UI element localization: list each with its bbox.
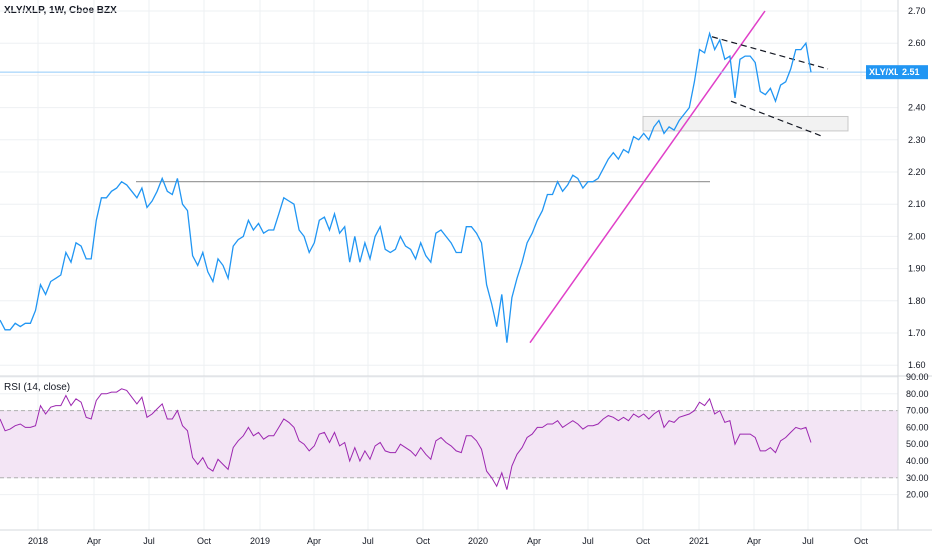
time-tick-label: 2020 [468, 536, 488, 546]
time-tick-label: Oct [416, 536, 431, 546]
price-tick-label: 2.30 [908, 135, 926, 145]
rsi-tick-label: 40.00 [906, 456, 929, 466]
time-tick-label: Jul [362, 536, 374, 546]
time-tick-label: Jul [582, 536, 594, 546]
time-tick-label: Apr [747, 536, 761, 546]
rsi-tick-label: 30.00 [906, 473, 929, 483]
rising-trendline[interactable] [529, 10, 766, 344]
rsi-series-line [0, 388, 812, 490]
price-axis[interactable]: 2.702.602.502.402.302.202.102.001.901.80… [908, 6, 926, 370]
time-tick-label: Oct [636, 536, 651, 546]
time-tick-label: Oct [197, 536, 212, 546]
support-zone[interactable] [642, 115, 849, 132]
rsi-tick-label: 60.00 [906, 422, 929, 432]
time-tick-label: Jul [143, 536, 155, 546]
price-tick-label: 1.60 [908, 360, 926, 370]
rsi-tick-label: 70.00 [906, 406, 929, 416]
time-tick-label: 2021 [689, 536, 709, 546]
time-tick-label: 2018 [28, 536, 48, 546]
price-tick-label: 2.70 [908, 6, 926, 16]
channel-upper-line[interactable] [711, 36, 829, 70]
rsi-tick-label: 20.00 [906, 490, 929, 500]
price-tick-label: 2.40 [908, 103, 926, 113]
time-tick-label: Apr [527, 536, 541, 546]
rsi-tick-label: 90.00 [906, 372, 929, 382]
price-tick-label: 2.60 [908, 38, 926, 48]
channel-lower-line[interactable] [730, 100, 824, 138]
price-tag-value: 2.51 [902, 67, 920, 77]
price-tick-label: 2.20 [908, 167, 926, 177]
price-tick-label: 1.70 [908, 328, 926, 338]
time-axis[interactable]: 2018 Apr Jul Oct 2019 Apr Jul Oct 2020 Apr Jul Oct 2… [28, 536, 869, 546]
time-tick-label: 2019 [250, 536, 270, 546]
time-tick-label: Apr [307, 536, 321, 546]
rsi-tick-label: 50.00 [906, 439, 929, 449]
rsi-legend: RSI (14, close) [4, 382, 71, 393]
time-tick-label: Apr [87, 536, 101, 546]
rsi-tick-label: 80.00 [906, 389, 929, 399]
price-tag-label: XLY/XLP [869, 67, 906, 77]
price-tick-label: 2.00 [908, 231, 926, 241]
price-tick-label: 1.90 [908, 264, 926, 274]
drawings[interactable] [136, 10, 849, 344]
price-tag: XLY/XLP 2.51 [866, 65, 928, 80]
rsi-axis[interactable]: 90.00 80.00 70.00 60.00 50.00 40.00 30.00 20.00 [906, 372, 929, 500]
time-tick-label: Oct [854, 536, 869, 546]
price-series-line [0, 31, 812, 343]
time-tick-label: Jul [802, 536, 814, 546]
price-tick-label: 2.10 [908, 199, 926, 209]
price-tag-background [866, 65, 898, 80]
price-tick-label: 1.80 [908, 296, 926, 306]
